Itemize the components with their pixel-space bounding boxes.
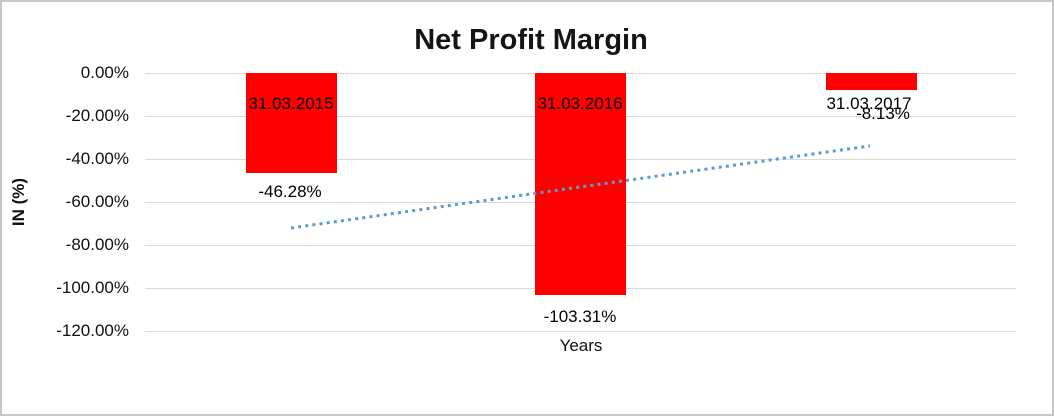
y-tick-label: -100.00% <box>56 278 129 297</box>
category-label-2017: 31.03.2017 <box>826 94 912 113</box>
gridline-120pct <box>145 331 1016 332</box>
y-tick-label: -60.00% <box>65 192 129 211</box>
y-tick-label: -80.00% <box>65 235 129 254</box>
data-label-2016: -103.31% <box>543 307 617 326</box>
y-axis-title: IN (%) <box>9 177 28 227</box>
bar-2015 <box>246 73 337 173</box>
y-tick-label: -20.00% <box>65 106 129 125</box>
category-label-2015: 31.03.2015 <box>248 94 334 113</box>
chart-title: Net Profit Margin <box>414 24 648 56</box>
y-tick-label: 0.00% <box>80 63 129 82</box>
x-axis-title: Years <box>559 336 603 355</box>
data-label-2015: -46.28% <box>258 182 322 201</box>
y-tick-label: -40.00% <box>65 149 129 168</box>
category-label-2016: 31.03.2016 <box>537 94 623 113</box>
y-tick-label: -120.00% <box>56 321 129 340</box>
bar-2017 <box>826 73 917 90</box>
data-label-2017: -8.13% <box>856 104 910 123</box>
